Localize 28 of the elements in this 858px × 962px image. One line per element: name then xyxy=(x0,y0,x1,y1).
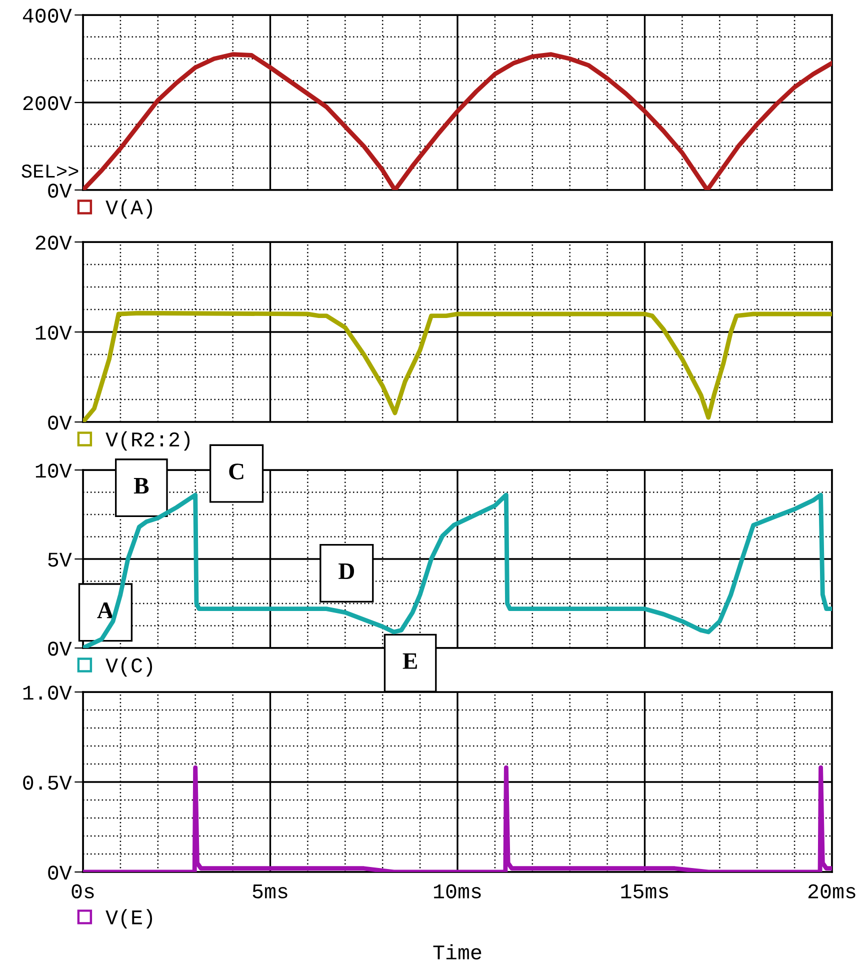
y-tick-label: 0V xyxy=(48,642,72,656)
y-tick-label: 5V xyxy=(48,552,72,567)
y-tick-label: 10V xyxy=(36,326,72,340)
text: E xyxy=(402,653,417,669)
y-tick-label: 400V xyxy=(22,8,72,23)
x-axis-title: Time xyxy=(433,944,482,960)
x-tick-label: 15ms xyxy=(621,884,668,898)
legend-label: V(A) xyxy=(106,199,152,219)
x-tick-label: 0s xyxy=(72,884,94,898)
x-tick-label: 5ms xyxy=(252,884,288,898)
annotation: A xyxy=(97,602,114,618)
y-tick-label: 200V xyxy=(23,96,72,110)
y-tick-label: 0V xyxy=(48,184,72,198)
x-tick-label: 10ms xyxy=(434,884,481,898)
annotation: D xyxy=(338,563,354,579)
y-tick-label: 20V xyxy=(36,236,72,250)
annotation: B xyxy=(134,478,149,494)
legend-label: V(C) xyxy=(106,657,152,677)
legend-label: V(R2:2) xyxy=(106,431,190,451)
y-tick-label: 10V xyxy=(36,464,72,478)
y-tick-label: 0V xyxy=(48,416,72,430)
annotation: C xyxy=(229,464,244,480)
y-tick-label: 0.5V xyxy=(23,776,72,790)
y-tick-label: 0V xyxy=(48,866,72,880)
x-tick-label: 20ms xyxy=(808,884,856,898)
y-tick-label: 1.0V xyxy=(23,686,72,700)
legend-label: V(E) xyxy=(106,909,152,929)
text: SEL>> xyxy=(22,164,78,178)
